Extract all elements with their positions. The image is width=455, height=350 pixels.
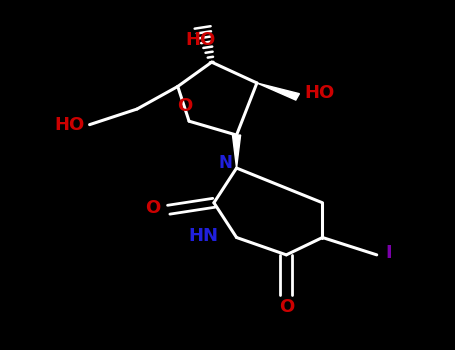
Text: HO: HO	[185, 31, 216, 49]
Text: O: O	[278, 298, 294, 316]
Text: N: N	[218, 154, 232, 172]
Polygon shape	[233, 135, 241, 168]
Text: I: I	[386, 244, 392, 262]
Polygon shape	[257, 83, 299, 100]
Text: O: O	[145, 199, 161, 217]
Text: HO: HO	[304, 84, 334, 103]
Text: HO: HO	[55, 116, 85, 134]
Text: O: O	[177, 97, 192, 115]
Text: HN: HN	[188, 227, 218, 245]
